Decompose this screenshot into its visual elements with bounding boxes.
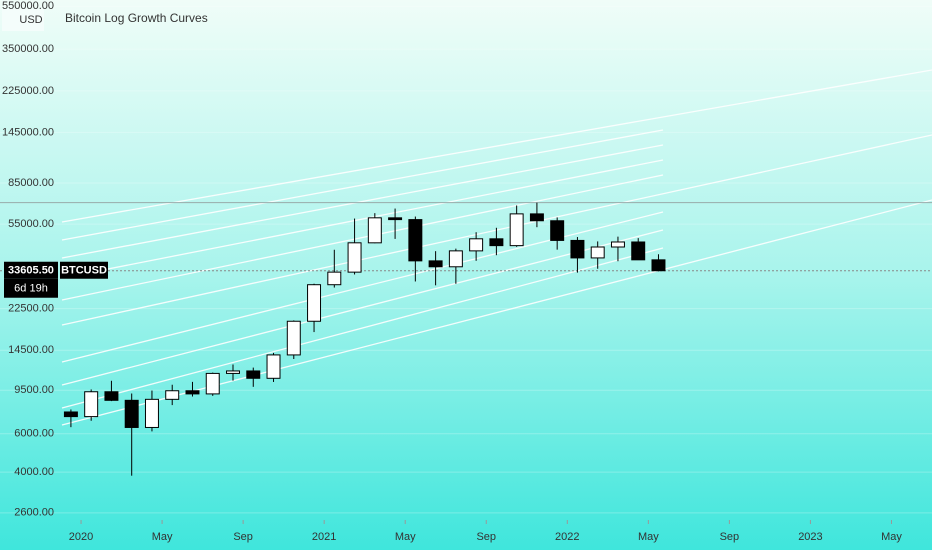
curve: [61, 69, 932, 223]
curve: [61, 159, 664, 279]
symbol-label: BTCUSD: [61, 265, 107, 277]
curve: [61, 129, 664, 241]
x-tick-label: May: [395, 531, 416, 543]
x-tick-label: 2020: [69, 531, 93, 543]
candle-body: [367, 217, 382, 244]
candle-body: [63, 411, 78, 418]
x-tick-label: May: [638, 531, 659, 543]
candle-body: [266, 354, 281, 379]
candle-body: [104, 391, 119, 401]
y-tick-label: 550000.00: [2, 0, 54, 12]
candle-body: [550, 220, 565, 241]
x-tick-label: Sep: [720, 531, 740, 543]
candle-body: [469, 238, 484, 252]
curve: [61, 229, 664, 386]
curve: [61, 247, 664, 409]
plot: [0, 5, 932, 514]
curve: [61, 174, 664, 301]
y-tick-label: 350000.00: [2, 43, 54, 55]
last-price-box: [4, 261, 58, 279]
candle-body: [286, 320, 301, 356]
y-tick-label: 225000.00: [2, 85, 54, 97]
candle-body: [307, 284, 322, 322]
candle-body: [631, 241, 646, 261]
y-tick-label: 22500.00: [8, 303, 54, 315]
y-tick-label: 55000.00: [8, 218, 54, 230]
x-tick-label: May: [881, 531, 902, 543]
candle-body: [610, 241, 625, 248]
curve: [61, 144, 664, 259]
y-tick-label: 6000.00: [14, 428, 54, 440]
currency-label: USD: [19, 14, 42, 26]
candle-body: [448, 250, 463, 268]
countdown-box: [4, 278, 58, 298]
candle-body: [226, 370, 240, 374]
candle-body: [489, 238, 504, 247]
countdown-label: 6d 19h: [14, 283, 48, 295]
y-tick-label: 145000.00: [2, 126, 54, 138]
last-price-label: 33605.50: [8, 265, 54, 277]
candle-body: [246, 370, 261, 379]
candle-body: [84, 391, 99, 418]
candle-body: [347, 242, 362, 273]
x-tick-label: Sep: [476, 531, 496, 543]
candle-body: [509, 213, 524, 247]
candle-body: [408, 219, 423, 262]
chart-title: Bitcoin Log Growth Curves: [65, 11, 208, 25]
x-tick-label: May: [152, 531, 173, 543]
candle-body: [327, 271, 342, 286]
candle-body: [144, 398, 159, 428]
growth-curves: [61, 69, 932, 426]
candle-body: [651, 259, 666, 272]
candle-body: [165, 390, 180, 400]
y-tick-label: 2600.00: [14, 507, 54, 519]
symbol-box: [60, 261, 108, 279]
candle-body: [388, 217, 403, 221]
x-tick-label: 2023: [798, 531, 822, 543]
curve: [61, 134, 932, 326]
candle-body: [205, 372, 220, 395]
x-tick-label: 2021: [312, 531, 336, 543]
candle-body: [590, 246, 605, 259]
y-tick-label: 4000.00: [14, 466, 54, 478]
y-tick-label: 85000.00: [8, 177, 54, 189]
y-tick-label: 9500.00: [14, 384, 54, 396]
candle-body: [124, 399, 139, 428]
currency-box: [2, 9, 44, 31]
candle-body: [185, 390, 200, 395]
candle-body: [529, 213, 544, 222]
candle-body: [428, 260, 443, 268]
candle-body: [570, 239, 585, 259]
x-tick-label: Sep: [233, 531, 253, 543]
y-tick-label: 14500.00: [8, 344, 54, 356]
x-tick-label: 2022: [555, 531, 579, 543]
